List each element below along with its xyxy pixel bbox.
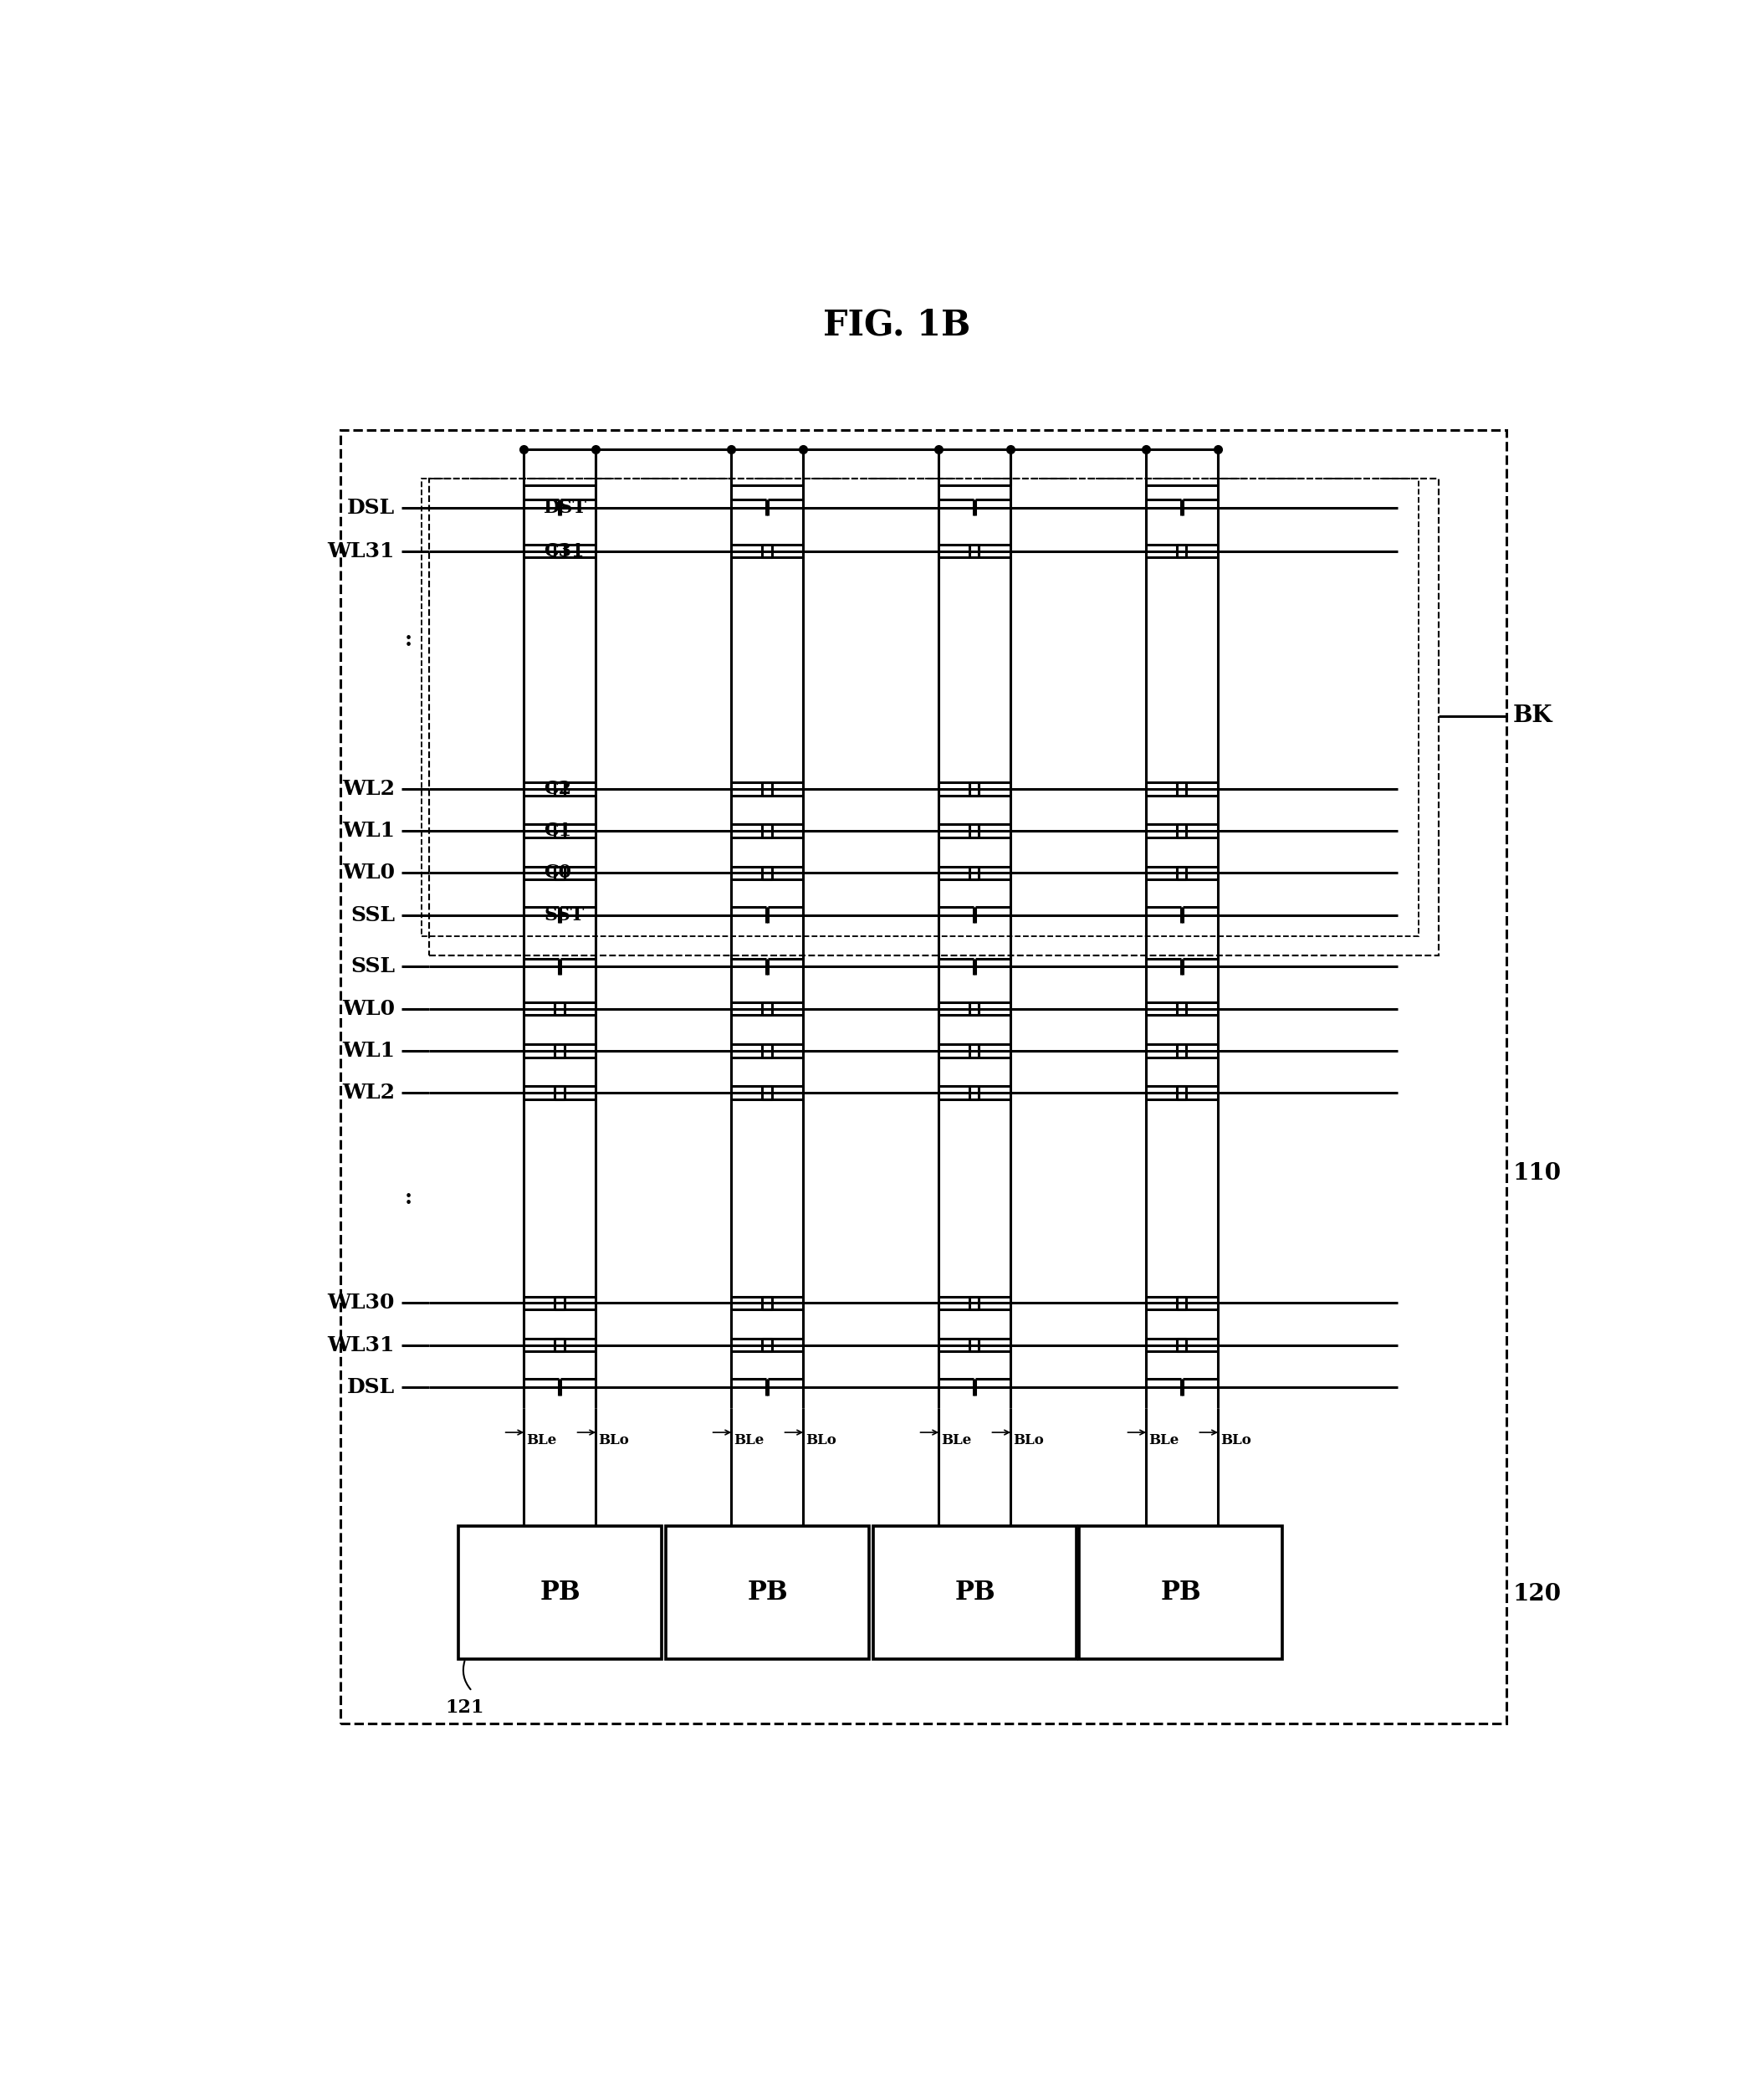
Text: WL30: WL30 bbox=[327, 1294, 395, 1312]
Text: BLe: BLe bbox=[1149, 1434, 1179, 1447]
Text: 120: 120 bbox=[1513, 1583, 1562, 1604]
Text: WL1: WL1 bbox=[343, 1042, 395, 1060]
Text: BLe: BLe bbox=[735, 1434, 764, 1447]
Text: BLo: BLo bbox=[1013, 1434, 1044, 1447]
Text: C0: C0 bbox=[544, 863, 572, 882]
Text: BLo: BLo bbox=[598, 1434, 630, 1447]
Bar bbox=[429, 479, 1438, 956]
Text: WL31: WL31 bbox=[327, 542, 395, 561]
Text: DSL: DSL bbox=[346, 498, 395, 517]
Text: 110: 110 bbox=[1513, 1163, 1562, 1184]
Bar bbox=[1079, 1527, 1282, 1659]
Text: BLo: BLo bbox=[1221, 1434, 1251, 1447]
Text: SST: SST bbox=[544, 905, 584, 924]
Bar bbox=[341, 430, 1506, 1724]
Text: PB: PB bbox=[955, 1579, 995, 1607]
Text: PB: PB bbox=[747, 1579, 789, 1607]
Text: PB: PB bbox=[1161, 1579, 1202, 1607]
Text: WL1: WL1 bbox=[343, 821, 395, 840]
Text: C1: C1 bbox=[544, 821, 572, 840]
Text: BLe: BLe bbox=[526, 1434, 556, 1447]
Text: SSL: SSL bbox=[350, 905, 395, 924]
Text: WL0: WL0 bbox=[343, 1000, 395, 1018]
Bar bbox=[422, 479, 1418, 937]
Bar bbox=[666, 1527, 869, 1659]
Bar bbox=[873, 1527, 1077, 1659]
Text: DST: DST bbox=[544, 498, 588, 517]
Text: BK: BK bbox=[1513, 706, 1553, 727]
Bar bbox=[458, 1527, 661, 1659]
Text: :: : bbox=[404, 630, 413, 651]
Text: C31: C31 bbox=[544, 542, 584, 561]
Text: BLo: BLo bbox=[806, 1434, 836, 1447]
Text: C2: C2 bbox=[544, 779, 572, 798]
Text: WL2: WL2 bbox=[343, 779, 395, 798]
Text: FIG. 1B: FIG. 1B bbox=[822, 307, 971, 342]
Text: WL2: WL2 bbox=[343, 1084, 395, 1102]
Text: SSL: SSL bbox=[350, 958, 395, 976]
Text: BLe: BLe bbox=[941, 1434, 971, 1447]
Text: WL31: WL31 bbox=[327, 1336, 395, 1354]
Text: PB: PB bbox=[540, 1579, 581, 1607]
Text: WL0: WL0 bbox=[343, 863, 395, 882]
Text: :: : bbox=[404, 1189, 413, 1207]
Text: DSL: DSL bbox=[346, 1378, 395, 1397]
Text: 121: 121 bbox=[444, 1699, 484, 1716]
